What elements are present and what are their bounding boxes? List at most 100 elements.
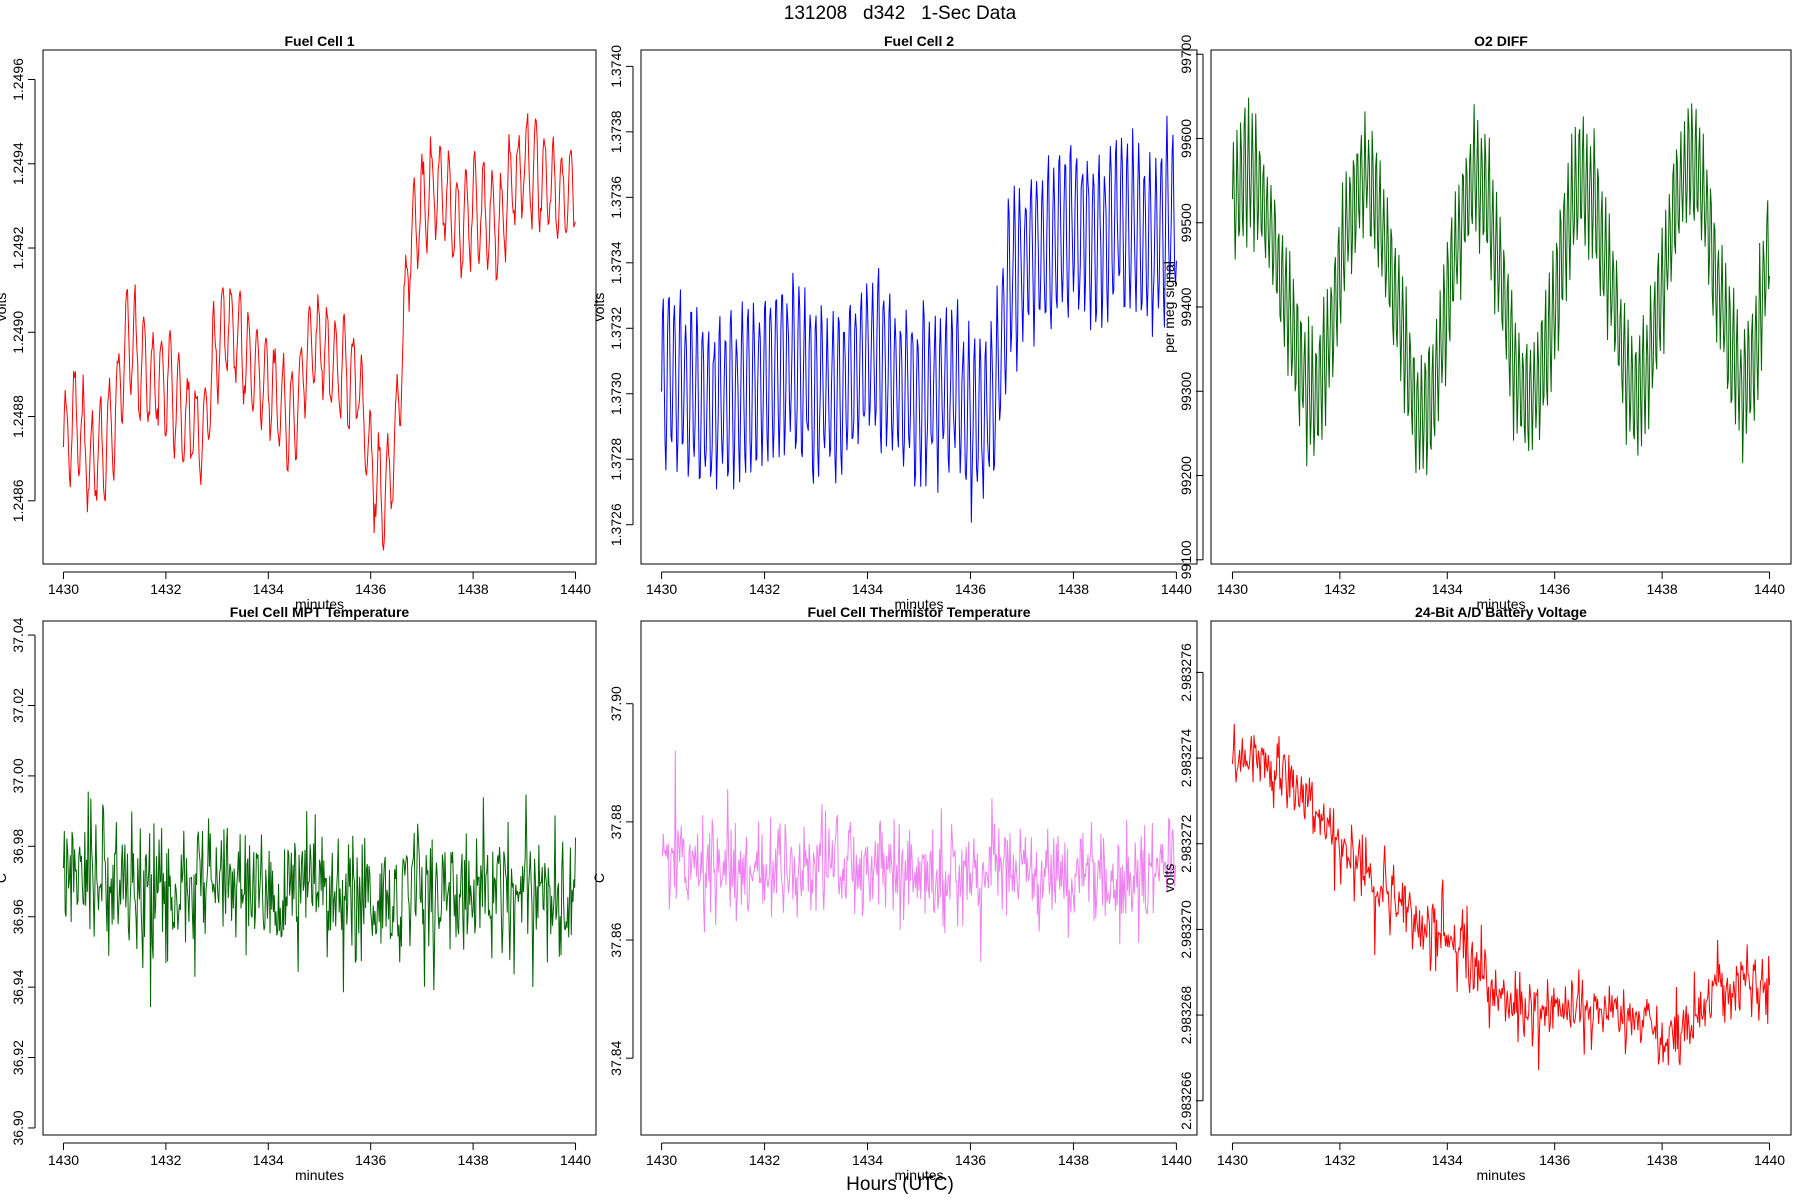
x-tick-label: 1432 <box>150 1152 181 1168</box>
x-tick-label: 1430 <box>646 1152 677 1168</box>
y-tick-label: 2.983272 <box>1178 814 1194 873</box>
x-tick-label: 1434 <box>1432 1152 1463 1168</box>
x-tick-label: 1438 <box>1058 1152 1089 1168</box>
series-line <box>1231 97 1771 476</box>
y-tick-label: 2.983268 <box>1178 986 1194 1045</box>
x-tick-label: 1438 <box>1647 581 1678 597</box>
y-tick-label: 2.983276 <box>1178 643 1194 702</box>
y-tick-label: 1.3740 <box>608 45 624 88</box>
y-tick-label: 36.96 <box>10 899 26 934</box>
series-line <box>1231 723 1771 1070</box>
x-axis-label: minutes <box>894 1167 943 1183</box>
x-tick-label: 1434 <box>852 1152 883 1168</box>
y-tick-label: 36.92 <box>10 1040 26 1075</box>
y-tick-label: 1.3730 <box>608 372 624 415</box>
y-tick-label: 1.3738 <box>608 110 624 153</box>
panel-title: 24-Bit A/D Battery Voltage <box>1415 604 1587 620</box>
x-tick-label: 1432 <box>1324 1152 1355 1168</box>
y-tick-label: 37.90 <box>608 686 624 721</box>
panel-title: Fuel Cell Thermistor Temperature <box>807 604 1030 620</box>
y-axis-label: C <box>591 873 607 883</box>
series-line <box>62 791 577 1008</box>
y-tick-label: 99700 <box>1178 35 1194 74</box>
figure-bottom-label: Hours (UTC) <box>846 1174 954 1195</box>
y-tick-label: 2.983270 <box>1178 900 1194 959</box>
panel-2: Fuel Cell 2 1430 1432 1434 1436 1438 1440 minut… <box>591 33 1198 612</box>
x-tick-label: 1432 <box>150 581 181 597</box>
y-axis-label: volts <box>1161 864 1177 893</box>
panel-6: 24-Bit A/D Battery Voltage 1430 1432 1434 14… <box>1161 604 1792 1183</box>
y-axis-label: per meg signal <box>1161 261 1177 353</box>
y-tick-label: 99300 <box>1178 372 1194 411</box>
y-tick-label: 37.84 <box>608 1040 624 1075</box>
plot-frame <box>1210 49 1792 565</box>
y-tick-label: 1.2496 <box>10 58 26 101</box>
y-tick-label: 99600 <box>1178 119 1194 158</box>
y-tick-label: 99200 <box>1178 456 1194 495</box>
x-tick-label: 1434 <box>1432 581 1463 597</box>
y-tick-label: 1.2494 <box>10 142 26 185</box>
x-axis-label: minutes <box>295 1167 344 1183</box>
x-tick-label: 1440 <box>1754 1152 1785 1168</box>
y-tick-label: 36.90 <box>10 1110 26 1145</box>
series-line <box>661 115 1177 523</box>
x-tick-label: 1436 <box>1539 581 1570 597</box>
panel-4: Fuel Cell MPT Temperature 1430 1432 1434 143… <box>0 604 597 1183</box>
y-tick-label: 37.88 <box>608 804 624 839</box>
x-tick-label: 1438 <box>1647 1152 1678 1168</box>
plot-frame <box>42 620 597 1136</box>
series-line <box>62 113 576 551</box>
x-tick-label: 1440 <box>560 581 591 597</box>
y-tick-label: 1.2490 <box>10 311 26 354</box>
y-tick-label: 37.02 <box>10 688 26 723</box>
y-tick-label: 36.98 <box>10 829 26 864</box>
plot-frame <box>640 49 1198 565</box>
y-axis-label: C <box>0 873 9 883</box>
y-tick-label: 1.3732 <box>608 307 624 350</box>
y-tick-label: 1.3734 <box>608 241 624 284</box>
x-tick-label: 1438 <box>458 581 489 597</box>
x-tick-label: 1436 <box>955 1152 986 1168</box>
panel-title: O2 DIFF <box>1474 33 1528 49</box>
panel-title: Fuel Cell 1 <box>284 33 354 49</box>
x-axis-label: minutes <box>295 596 344 612</box>
figure-title: 131208 d342 1-Sec Data <box>784 3 1017 24</box>
x-tick-label: 1440 <box>1161 581 1192 597</box>
y-tick-label: 1.2486 <box>10 479 26 522</box>
plot-frame <box>42 49 597 565</box>
series-line <box>661 750 1177 962</box>
x-axis-label: minutes <box>1476 596 1525 612</box>
y-tick-label: 1.2488 <box>10 395 26 438</box>
x-tick-label: 1430 <box>1217 1152 1248 1168</box>
panel-3: O2 DIFF 1430 1432 1434 1436 1438 1440 minutes 99… <box>1161 33 1792 612</box>
x-tick-label: 1430 <box>1217 581 1248 597</box>
y-axis-label: volts <box>591 293 607 322</box>
y-tick-label: 1.3728 <box>608 438 624 481</box>
plot-frame <box>640 620 1198 1136</box>
x-tick-label: 1434 <box>852 581 883 597</box>
y-tick-label: 1.3736 <box>608 176 624 219</box>
y-tick-label: 37.04 <box>10 617 26 652</box>
x-tick-label: 1438 <box>458 1152 489 1168</box>
x-axis-label: minutes <box>1476 1167 1525 1183</box>
y-tick-label: 1.2492 <box>10 226 26 269</box>
x-tick-label: 1432 <box>749 581 780 597</box>
x-tick-label: 1430 <box>646 581 677 597</box>
x-tick-label: 1440 <box>560 1152 591 1168</box>
x-tick-label: 1436 <box>955 581 986 597</box>
panel-1: Fuel Cell 1 1430 1432 1434 1436 1438 1440 minut… <box>0 33 597 612</box>
x-tick-label: 1436 <box>355 581 386 597</box>
x-tick-label: 1440 <box>1161 1152 1192 1168</box>
y-tick-label: 36.94 <box>10 969 26 1004</box>
y-tick-label: 2.983266 <box>1178 1071 1194 1130</box>
x-tick-label: 1440 <box>1754 581 1785 597</box>
x-tick-label: 1436 <box>1539 1152 1570 1168</box>
y-tick-label: 37.00 <box>10 758 26 793</box>
x-tick-label: 1432 <box>749 1152 780 1168</box>
y-tick-label: 99100 <box>1178 540 1194 579</box>
y-axis-label: volts <box>0 293 9 322</box>
y-tick-label: 99500 <box>1178 203 1194 242</box>
panels-container: Fuel Cell 1 1430 1432 1434 1436 1438 1440 minut… <box>0 33 1792 1183</box>
x-axis-label: minutes <box>894 596 943 612</box>
